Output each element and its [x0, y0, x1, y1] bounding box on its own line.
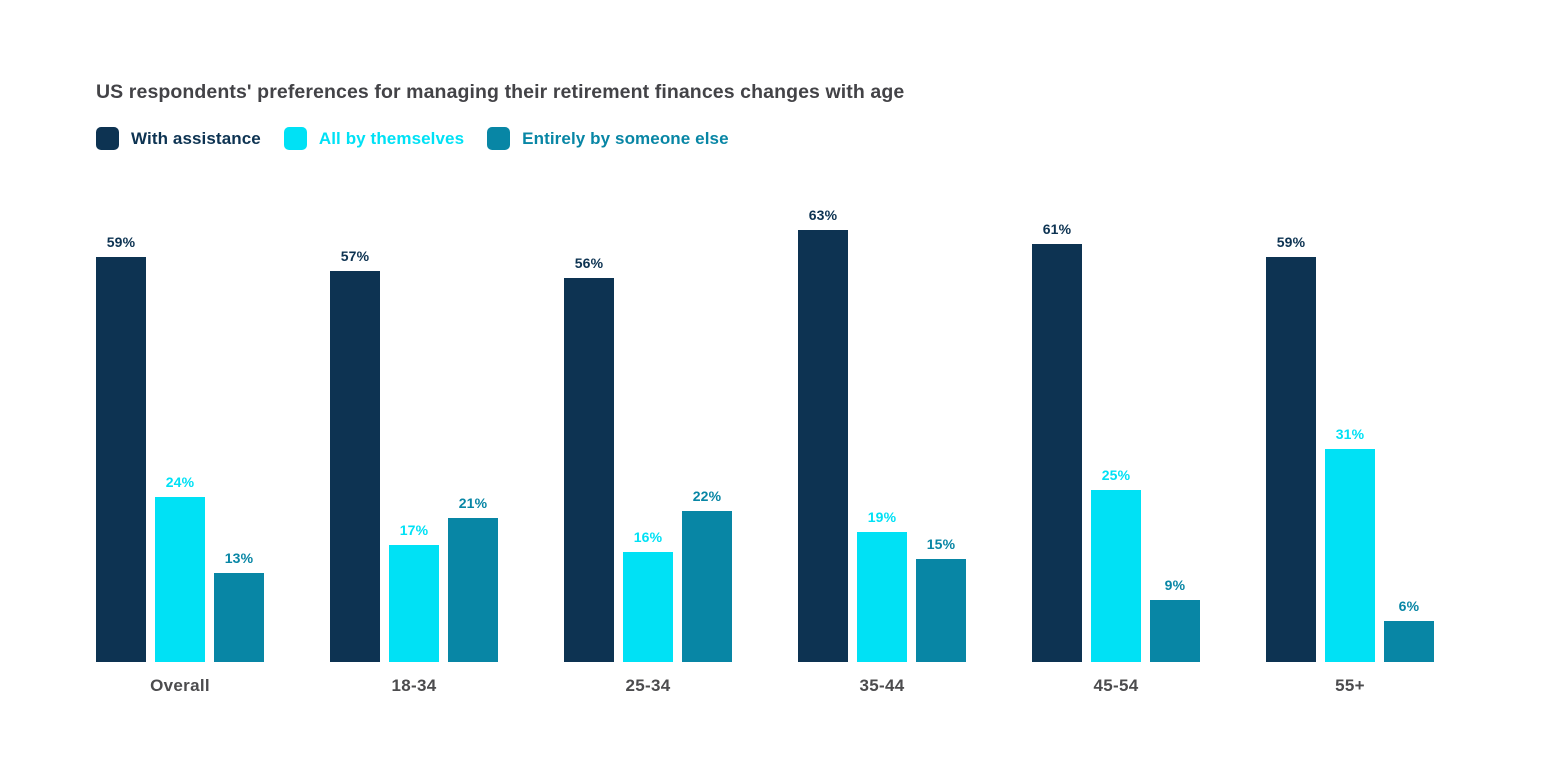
bar-with-assistance-55 [1266, 257, 1316, 662]
bar-all-by-themselves-25-34 [623, 552, 673, 662]
bar-chart-plot: 59% 24% 13% Overall 57% 17% 21% 18-34 56% 16% 22% 2… [96, 0, 1500, 695]
bar-col-all-by-themselves-18-34: 17% [389, 522, 439, 662]
bar-value-label: 15% [926, 536, 956, 552]
bar-col-with-assistance-25-34: 56% [564, 255, 614, 662]
bar-col-entirely-by-someone-else-18-34: 21% [448, 495, 498, 662]
bar-col-all-by-themselves-overall: 24% [155, 474, 205, 662]
bar-col-all-by-themselves-45-54: 25% [1091, 467, 1141, 662]
bar-entirely-by-someone-else-35-44 [916, 559, 966, 662]
legend-swatch-entirely-by-someone-else [487, 127, 511, 150]
bar-value-label: 6% [1398, 598, 1420, 614]
bar-value-label: 9% [1164, 577, 1186, 593]
bar-entirely-by-someone-else-55 [1384, 621, 1434, 662]
legend-label-entirely-by-someone-else: Entirely by someone else [522, 128, 729, 148]
bar-entirely-by-someone-else-18-34 [448, 518, 498, 662]
category-label-18-34: 18-34 [391, 676, 437, 695]
bar-col-all-by-themselves-25-34: 16% [623, 529, 673, 662]
bar-col-with-assistance-35-44: 63% [798, 207, 848, 662]
legend-item-entirely-by-someone-else: Entirely by someone else [487, 127, 729, 150]
bar-entirely-by-someone-else-45-54 [1150, 600, 1200, 662]
bar-group-55: 59% 31% 6% [1266, 0, 1434, 662]
bar-col-entirely-by-someone-else-55: 6% [1384, 598, 1434, 662]
bar-all-by-themselves-45-54 [1091, 490, 1141, 662]
bar-value-label: 59% [1276, 234, 1306, 250]
bar-col-all-by-themselves-35-44: 19% [857, 509, 907, 662]
bar-value-label: 19% [867, 509, 897, 525]
bar-group-18-34: 57% 17% 21% [330, 0, 498, 662]
bar-entirely-by-someone-else-25-34 [682, 511, 732, 662]
category-label-overall: Overall [150, 676, 210, 695]
bar-all-by-themselves-35-44 [857, 532, 907, 662]
legend-label-with-assistance: With assistance [131, 128, 261, 148]
bar-value-label: 61% [1042, 221, 1072, 237]
chart-legend: With assistance All by themselves Entirely… [96, 127, 729, 150]
bar-value-label: 31% [1335, 426, 1365, 442]
bar-with-assistance-overall [96, 257, 146, 662]
bar-all-by-themselves-55 [1325, 449, 1375, 662]
category-label-55: 55+ [1335, 676, 1365, 695]
bar-with-assistance-35-44 [798, 230, 848, 662]
category-label-45-54: 45-54 [1093, 676, 1139, 695]
bar-entirely-by-someone-else-overall [214, 573, 264, 662]
category-label-35-44: 35-44 [859, 676, 905, 695]
bar-group-overall: 59% 24% 13% [96, 0, 264, 662]
bar-group-25-34: 56% 16% 22% [564, 0, 732, 662]
bar-group-45-54: 61% 25% 9% [1032, 0, 1200, 662]
bar-value-label: 57% [340, 248, 370, 264]
bar-value-label: 21% [458, 495, 488, 511]
bar-value-label: 17% [399, 522, 429, 538]
legend-swatch-all-by-themselves [283, 127, 307, 150]
bar-col-entirely-by-someone-else-25-34: 22% [682, 488, 732, 662]
bar-col-all-by-themselves-55: 31% [1325, 426, 1375, 662]
bar-value-label: 16% [633, 529, 663, 545]
category-label-25-34: 25-34 [625, 676, 671, 695]
bar-col-entirely-by-someone-else-overall: 13% [214, 550, 264, 662]
bar-value-label: 22% [692, 488, 722, 504]
bar-value-label: 59% [106, 234, 136, 250]
bar-with-assistance-25-34 [564, 278, 614, 662]
bar-value-label: 24% [165, 474, 195, 490]
bar-col-entirely-by-someone-else-35-44: 15% [916, 536, 966, 662]
chart-title: US respondents' preferences for managing… [96, 81, 905, 103]
bar-col-with-assistance-55: 59% [1266, 234, 1316, 662]
legend-swatch-with-assistance [96, 127, 119, 150]
bar-col-entirely-by-someone-else-45-54: 9% [1150, 577, 1200, 662]
bar-value-label: 25% [1101, 467, 1131, 483]
bar-col-with-assistance-overall: 59% [96, 234, 146, 662]
bar-col-with-assistance-45-54: 61% [1032, 221, 1082, 662]
bar-with-assistance-18-34 [330, 271, 380, 662]
legend-label-all-by-themselves: All by themselves [318, 128, 465, 148]
legend-item-all-by-themselves: All by themselves [283, 127, 465, 150]
legend-item-with-assistance: With assistance [96, 127, 261, 150]
bar-with-assistance-45-54 [1032, 244, 1082, 662]
bar-value-label: 13% [224, 550, 254, 566]
bar-col-with-assistance-18-34: 57% [330, 248, 380, 662]
bar-all-by-themselves-18-34 [389, 545, 439, 662]
bar-value-label: 63% [808, 207, 838, 223]
bar-all-by-themselves-overall [155, 497, 205, 662]
bar-group-35-44: 63% 19% 15% [798, 0, 966, 662]
bar-value-label: 56% [574, 255, 604, 271]
